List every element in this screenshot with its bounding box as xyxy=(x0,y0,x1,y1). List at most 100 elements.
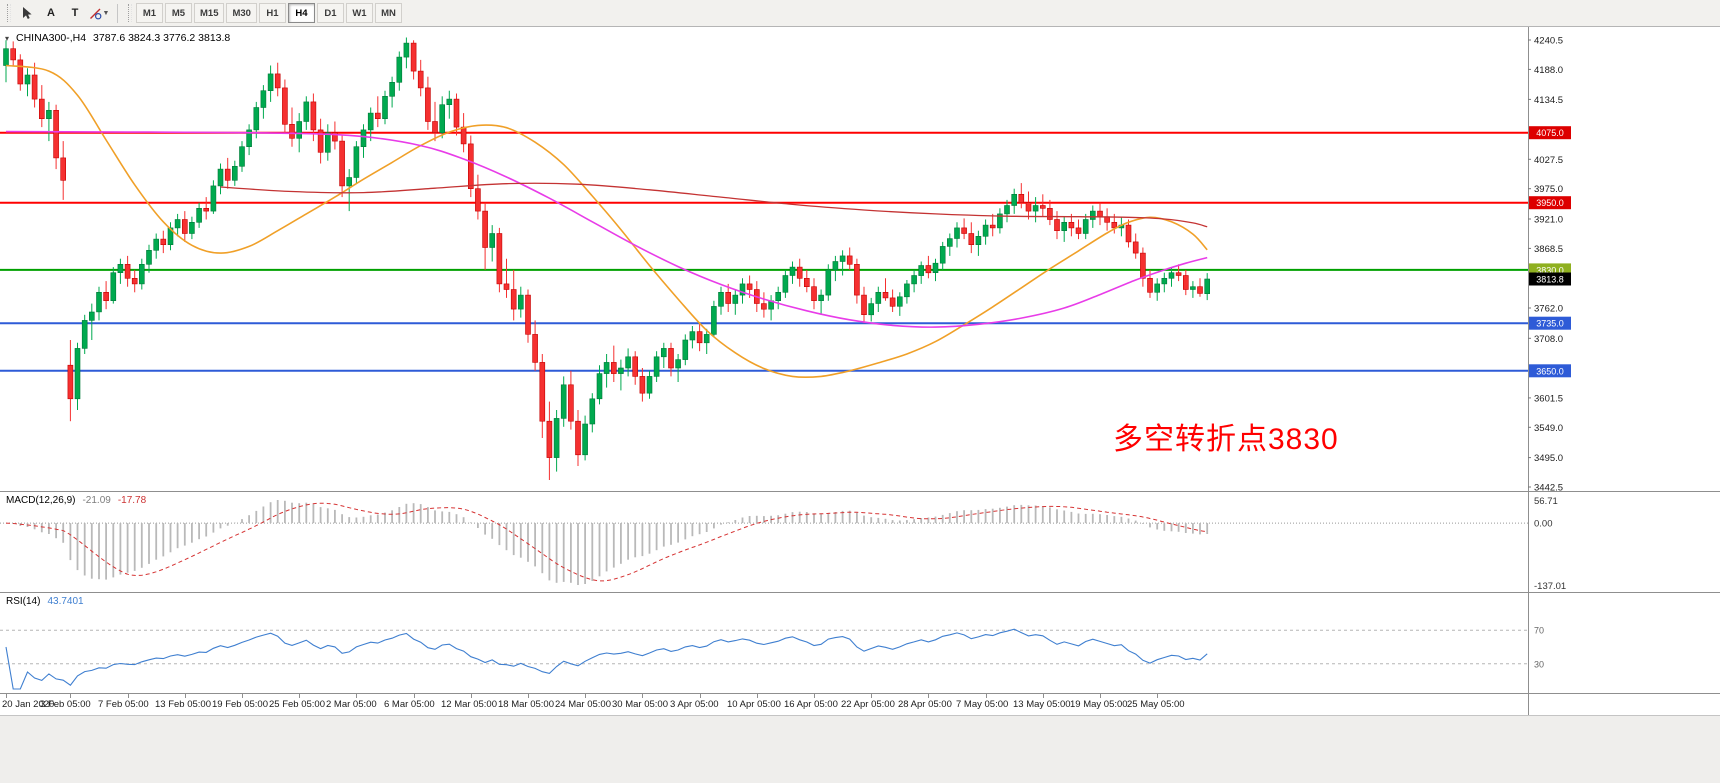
time-tick-mark xyxy=(1157,694,1158,698)
text-tool-button[interactable]: T xyxy=(63,2,87,24)
timeframe-h1-button[interactable]: H1 xyxy=(258,3,286,23)
macd-name: MACD(12,26,9) xyxy=(6,495,76,506)
price-badge xyxy=(1529,316,1571,330)
main-chart-canvas[interactable]: 4240.5 4188.0 4134.5 4027.5 3975.0 3921.0 3868… xyxy=(0,27,1720,491)
macd-histogram xyxy=(12,500,1209,585)
ma-magenta xyxy=(5,130,1208,328)
chart-ohlc-values: 3787.6 3824.3 3776.2 3813.8 xyxy=(93,32,231,44)
time-axis-label: 25 May 05:00 xyxy=(1127,699,1185,710)
line-studies-button[interactable]: ▼ xyxy=(87,2,111,24)
chart-title: ▾ CHINA300-,H4 3787.6 3824.3 3776.2 3813… xyxy=(5,32,230,44)
time-tick-mark xyxy=(6,694,7,698)
rsi-name: RSI(14) xyxy=(6,596,41,607)
chart-collapse-icon[interactable]: ▾ xyxy=(5,33,10,43)
macd-panel: 56.71 0.00 -137.01 MACD(12,26,9) -21.09 -1… xyxy=(0,491,1720,592)
time-tick-mark xyxy=(585,694,586,698)
time-axis-label: 24 Mar 05:00 xyxy=(555,699,611,710)
time-axis-label: 20 Jan 2020 xyxy=(2,699,55,710)
time-tick-mark xyxy=(986,694,987,698)
rsi-label: RSI(14) 43.7401 xyxy=(6,596,84,607)
rsi-line xyxy=(5,628,1208,690)
timeframe-h4-button[interactable]: H4 xyxy=(287,3,315,23)
time-tick-mark xyxy=(642,694,643,698)
price-badge-label: 4075.0 xyxy=(1536,128,1564,138)
timeframe-d1-button[interactable]: D1 xyxy=(316,3,344,23)
timeframe-w1-button[interactable]: W1 xyxy=(345,3,373,23)
timeframe-toolbar-grip[interactable] xyxy=(128,4,132,22)
chart-symbol-period: CHINA300-,H4 xyxy=(16,32,87,44)
cursor-button[interactable] xyxy=(15,2,39,24)
time-axis-label: 18 Mar 05:00 xyxy=(498,699,554,710)
macd-scale-label: 56.71 xyxy=(1534,496,1558,507)
timeframe-mn-button[interactable]: MN xyxy=(374,3,402,23)
time-axis-label: 16 Apr 05:00 xyxy=(784,699,838,710)
time-tick-mark xyxy=(242,694,243,698)
price-tick-label: 4027.5 xyxy=(1534,155,1563,166)
macd-scale-label: -137.01 xyxy=(1534,581,1566,592)
rsi-canvas[interactable]: 70 30 xyxy=(0,593,1720,693)
time-tick-mark xyxy=(757,694,758,698)
price-tick-label: 4188.0 xyxy=(1534,65,1563,76)
time-axis-label: 13 Feb 05:00 xyxy=(155,699,211,710)
price-badge-label: 3813.8 xyxy=(1536,275,1564,285)
macd-scale-label: 0.00 xyxy=(1534,519,1553,530)
macd-label: MACD(12,26,9) -21.09 -17.78 xyxy=(6,495,146,506)
rsi-value: 43.7401 xyxy=(47,596,84,607)
price-tick-label: 3975.0 xyxy=(1534,184,1563,195)
toolbar-separator xyxy=(117,3,118,23)
ma-orange xyxy=(5,64,1208,379)
chart-annotation-text[interactable]: 多空转折点3830 xyxy=(1113,423,1339,456)
price-tick-label: 3495.0 xyxy=(1534,453,1563,464)
timeframe-m30-button[interactable]: M30 xyxy=(226,3,257,23)
text-label-icon: A xyxy=(47,7,55,19)
macd-canvas[interactable]: 56.71 0.00 -137.01 xyxy=(0,492,1720,592)
time-axis-separator xyxy=(1528,694,1529,716)
time-axis-label: 7 May 05:00 xyxy=(956,699,1009,710)
timeframe-m5-button[interactable]: M5 xyxy=(165,3,192,23)
text-label-button[interactable]: A xyxy=(39,2,63,24)
price-tick-label: 3549.0 xyxy=(1534,423,1563,434)
time-tick-mark xyxy=(871,694,872,698)
ma-red xyxy=(220,182,1208,228)
macd-main-value: -21.09 xyxy=(82,495,111,506)
price-tick-label: 3868.5 xyxy=(1534,244,1563,255)
rsi-panel: 70 30 RSI(14) 43.7401 xyxy=(0,592,1720,693)
price-tick-label: 3708.0 xyxy=(1534,334,1563,345)
time-axis-label: 3 Feb 05:00 xyxy=(40,699,91,710)
price-badge xyxy=(1529,364,1571,378)
timeframe-m15-button[interactable]: M15 xyxy=(194,3,225,23)
dropdown-caret-icon: ▼ xyxy=(102,9,110,17)
price-badge xyxy=(1529,196,1571,210)
timeframe-m1-button[interactable]: M1 xyxy=(136,3,163,23)
time-tick-mark xyxy=(299,694,300,698)
time-axis-label: 19 May 05:00 xyxy=(1070,699,1128,710)
candles-layer xyxy=(3,37,1210,480)
time-tick-mark xyxy=(1100,694,1101,698)
macd-signal-value: -17.78 xyxy=(117,495,147,506)
price-tick-label: 3442.5 xyxy=(1534,483,1563,492)
line-studies-icon xyxy=(89,8,101,19)
price-badge xyxy=(1529,272,1571,286)
price-badge xyxy=(1529,126,1571,140)
time-axis-label: 3 Apr 05:00 xyxy=(670,699,719,710)
time-axis-label: 30 Mar 05:00 xyxy=(612,699,668,710)
time-tick-mark xyxy=(185,694,186,698)
time-axis-label: 28 Apr 05:00 xyxy=(898,699,952,710)
price-tick-label: 3921.0 xyxy=(1534,215,1563,226)
time-axis-label: 19 Feb 05:00 xyxy=(212,699,268,710)
time-tick-mark xyxy=(928,694,929,698)
time-axis-label: 22 Apr 05:00 xyxy=(841,699,895,710)
time-tick-mark xyxy=(814,694,815,698)
time-tick-mark xyxy=(128,694,129,698)
time-axis[interactable]: 20 Jan 2020 3 Feb 05:00 7 Feb 05:00 13 Feb … xyxy=(0,693,1720,716)
time-axis-label: 13 May 05:00 xyxy=(1013,699,1071,710)
bottom-filler xyxy=(0,715,1720,783)
time-axis-label: 25 Feb 05:00 xyxy=(269,699,325,710)
time-tick-mark xyxy=(471,694,472,698)
toolbar-grip[interactable] xyxy=(7,4,11,22)
price-badge-label: 3950.0 xyxy=(1536,198,1564,208)
price-tick-label: 4240.5 xyxy=(1534,36,1563,47)
time-axis-label: 6 Mar 05:00 xyxy=(384,699,435,710)
time-axis-label: 12 Mar 05:00 xyxy=(441,699,497,710)
